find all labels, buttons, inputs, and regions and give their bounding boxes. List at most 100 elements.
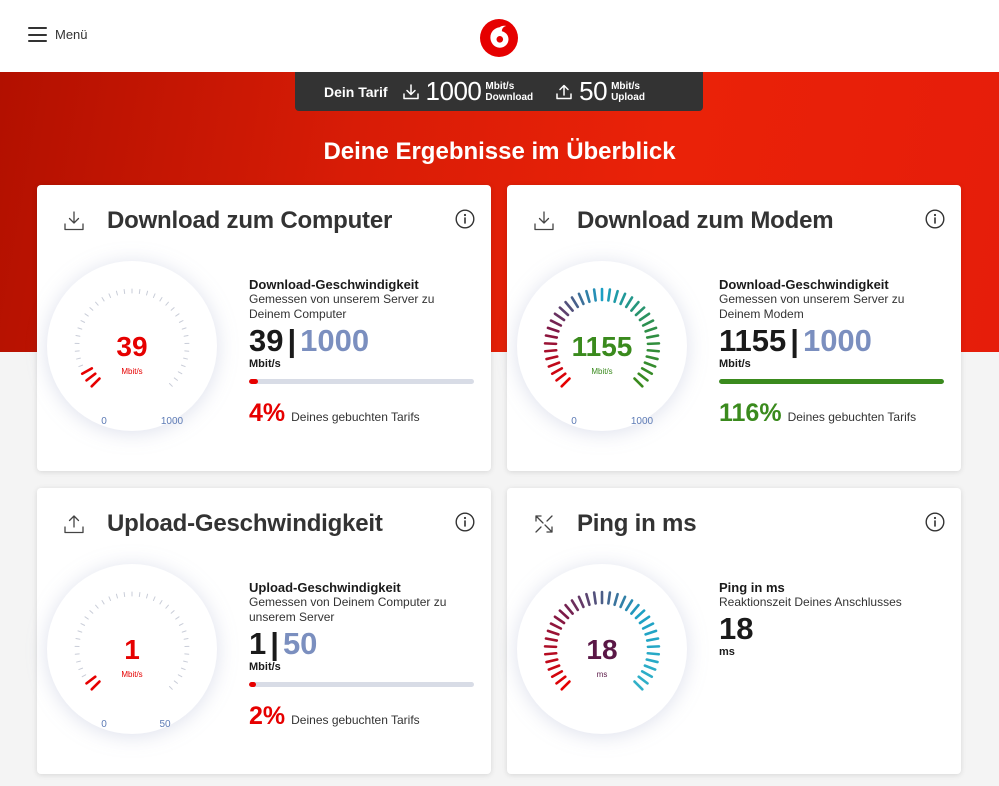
gauge-tick	[75, 335, 81, 337]
gauge-tick	[123, 289, 126, 295]
download-icon	[64, 211, 84, 231]
tariff-label: Dein Tarif	[324, 83, 388, 100]
gauge-tick	[178, 320, 184, 323]
gauge-tick	[545, 658, 559, 664]
gauge-min: 0	[101, 719, 107, 730]
gauge-tick	[177, 674, 183, 678]
gauge-unit: Mbit/s	[121, 367, 142, 376]
gauge-tick	[168, 685, 173, 690]
gauge-tick	[80, 367, 94, 376]
gauge-tick	[115, 593, 118, 599]
gauge-tick	[630, 300, 640, 312]
gauge-tick	[545, 355, 559, 361]
gauge-tick	[624, 296, 634, 309]
page-title: Deine Ergebnisse im Überblick	[323, 138, 676, 165]
gauge-tick	[543, 651, 558, 656]
gauge-tick	[646, 342, 661, 346]
gauge-tick	[115, 290, 118, 296]
gauge-tick	[80, 623, 86, 626]
gauge-tick	[544, 334, 559, 339]
gauge-tick	[146, 593, 149, 599]
speed-gauge: 1 Mbit/s 0 50	[47, 564, 217, 734]
stat-subtitle: Gemessen von unserem Server zu Deinem Mo…	[719, 292, 905, 321]
gauge-value: 18	[586, 634, 617, 665]
stat-title: Download-Geschwindigkeit	[719, 277, 889, 292]
gauge-tick	[138, 289, 141, 295]
gauge-tick	[175, 616, 180, 620]
gauge-tick	[634, 306, 646, 317]
gauge-tick	[645, 355, 659, 361]
menu-label: Menü	[55, 27, 88, 42]
stats-panel: Upload-Geschwindigkeit Gemessen von Dein…	[249, 580, 474, 731]
progress-fill	[249, 379, 258, 384]
gauge-tick	[547, 361, 561, 368]
gauge-tick	[640, 670, 654, 679]
gauge-tick	[637, 372, 649, 382]
gauge-tick	[89, 610, 94, 614]
card-title: Ping in ms	[577, 510, 697, 537]
gauge-tick	[638, 312, 651, 322]
gauge-tick	[592, 288, 597, 302]
percent-row: 2% Deines gebuchten Tarifs	[249, 702, 474, 731]
vodafone-logo[interactable]	[480, 19, 518, 57]
gauge-svg: 1 Mbit/s 0 50	[47, 564, 217, 734]
gauge-tick	[641, 319, 655, 327]
progress-bar	[249, 379, 474, 384]
gauge-tick	[177, 371, 183, 375]
stat-subtitle: Reaktionszeit Deines Anschlusses	[719, 595, 902, 609]
gauge-tick	[555, 675, 567, 685]
top-header: Menü	[0, 0, 999, 72]
gauge-tick	[78, 364, 84, 368]
percent-row: 4% Deines gebuchten Tarifs	[249, 399, 474, 428]
info-icon[interactable]	[455, 209, 475, 229]
gauge-tick	[549, 622, 563, 630]
gauge-tick	[592, 591, 597, 605]
stat-subtitle: Gemessen von unserem Server zu Deinem Co…	[249, 292, 435, 321]
speed-max: 1000	[802, 323, 872, 358]
gauge-tick	[80, 320, 86, 323]
download-icon	[402, 83, 419, 99]
percent-row: 116% Deines gebuchten Tarifs	[719, 399, 944, 428]
stat-title: Ping in ms	[719, 580, 785, 595]
hamburger-icon	[28, 27, 47, 42]
stats-panel: Download-Geschwindigkeit Gemessen von un…	[249, 277, 474, 428]
gauge-tick	[619, 595, 627, 609]
gauge-tick	[570, 296, 580, 309]
gauge-svg: 39 Mbit/s 0 1000	[47, 261, 217, 431]
gauge-max: 1000	[631, 416, 654, 427]
gauge-tick	[553, 312, 566, 322]
gauge-tick	[90, 680, 101, 691]
gauge-tick	[546, 326, 560, 333]
percent-text: Deines gebuchten Tarifs	[291, 713, 420, 727]
gauge-tick	[152, 293, 156, 299]
tariff-upload-label: Upload	[611, 91, 645, 103]
speed-readout: 39 | 1000	[249, 323, 370, 358]
gauge-tick	[607, 288, 612, 302]
progress-bar	[249, 682, 474, 687]
info-icon[interactable]	[455, 512, 475, 532]
gauge-tick	[644, 629, 658, 636]
gauge-tick	[123, 592, 126, 598]
gauge-tick	[108, 596, 112, 602]
gauge-tick	[183, 357, 188, 360]
info-icon[interactable]	[925, 512, 945, 532]
speed-max: 50	[282, 626, 318, 661]
gauge-tick	[146, 290, 149, 296]
gauge-tick	[613, 289, 619, 304]
gauge-tick	[549, 319, 563, 327]
gauge-tick	[183, 335, 189, 337]
gauge-tick	[181, 327, 187, 330]
menu-button[interactable]: Menü	[28, 27, 88, 42]
gauge-tick	[170, 610, 175, 614]
gauge-tick	[641, 622, 655, 630]
info-icon[interactable]	[925, 209, 945, 229]
gauge-tick	[544, 637, 559, 642]
progress-bar	[719, 379, 944, 384]
speed-gauge: 1155 Mbit/s 0 1000	[517, 261, 687, 431]
gauge-unit: ms	[597, 670, 608, 679]
gauge-tick	[646, 645, 661, 649]
gauge-tick	[175, 313, 180, 317]
download-icon	[534, 211, 554, 231]
gauge-tick	[585, 289, 591, 304]
gauge-tick	[168, 382, 173, 387]
